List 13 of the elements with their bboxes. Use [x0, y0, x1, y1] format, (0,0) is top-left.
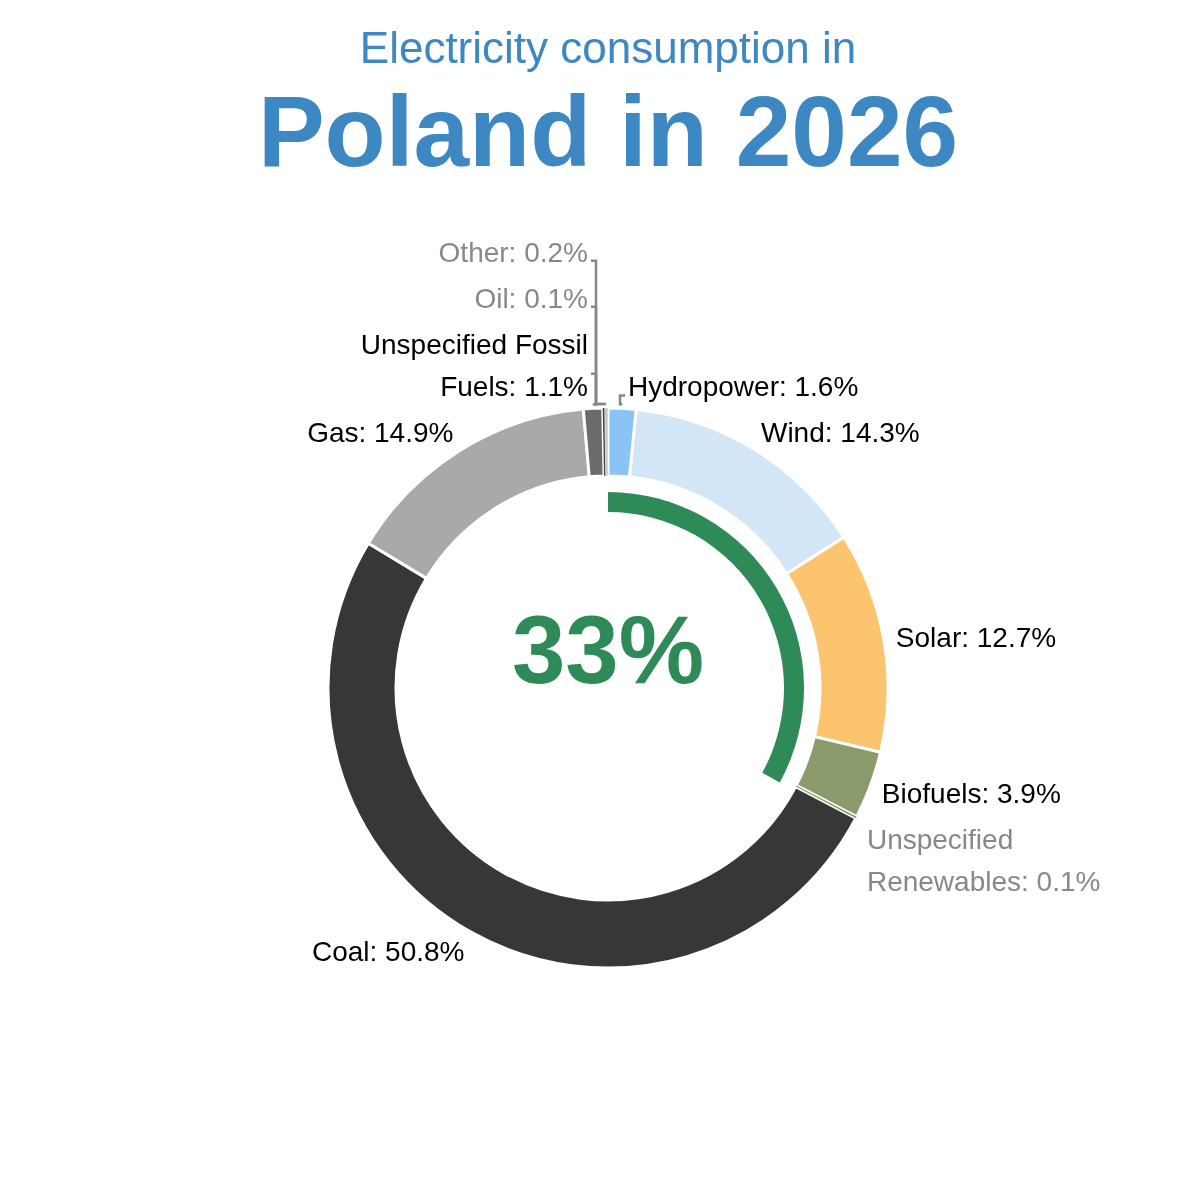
slice-label: Unspecified Fossil Fuels: 1.1% [360, 328, 588, 402]
data-label: 33% [511, 596, 705, 703]
slice-label: Biofuels: 3.9% [881, 777, 1061, 809]
slice-label: Wind: 14.3% [760, 417, 920, 449]
slice-label: Other: 0.2% [438, 236, 588, 268]
chart-subtitle: Poland in 2026 [257, 75, 959, 187]
slice-label: Unspecified Renewables: 0.1% [866, 823, 1101, 897]
slice-label: Oil: 0.1% [474, 282, 588, 314]
slice-label: Gas: 14.9% [307, 416, 454, 448]
slice-label: Solar: 12.7% [895, 622, 1057, 654]
slice-label: Hydropower: 1.6% [628, 371, 859, 403]
chart-title: Electricity consumption in [359, 23, 857, 72]
slice-label: Coal: 50.8% [311, 936, 465, 968]
